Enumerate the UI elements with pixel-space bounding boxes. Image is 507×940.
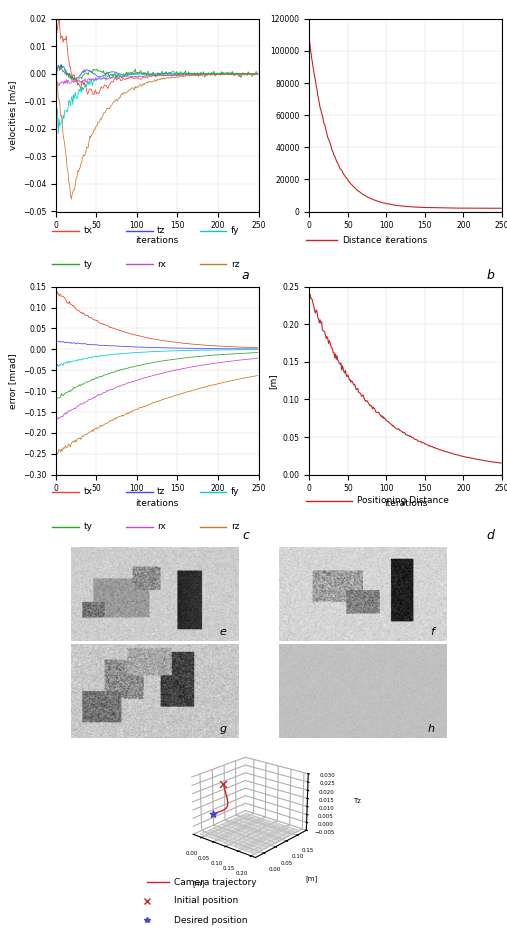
Text: d: d [487,528,494,541]
Text: tx: tx [84,488,93,496]
Text: Positioning Distance: Positioning Distance [356,496,449,505]
Text: g: g [220,724,227,734]
Text: tz: tz [157,227,166,235]
Y-axis label: error [mrad]: error [mrad] [8,352,17,409]
Text: Distance: Distance [342,236,381,245]
X-axis label: [m]: [m] [192,880,204,887]
Text: h: h [427,724,434,734]
Text: rz: rz [231,523,239,531]
Text: Camera trajectory: Camera trajectory [174,878,257,887]
Text: f: f [430,627,434,637]
Text: tz: tz [157,488,166,496]
X-axis label: iterations: iterations [135,236,179,244]
Text: fy: fy [231,488,239,496]
Text: e: e [220,627,227,637]
Text: rx: rx [157,523,166,531]
X-axis label: iterations: iterations [384,236,427,244]
Y-axis label: [m]: [m] [268,373,277,388]
X-axis label: iterations: iterations [384,499,427,508]
X-axis label: iterations: iterations [135,499,179,508]
Text: ty: ty [84,523,93,531]
Text: rz: rz [231,259,239,269]
Text: ty: ty [84,259,93,269]
Text: Desired position: Desired position [174,916,247,925]
Text: Initial position: Initial position [174,896,238,905]
Text: fy: fy [231,227,239,235]
Text: tx: tx [84,227,93,235]
Y-axis label: [m]: [m] [305,875,317,883]
Text: a: a [242,269,249,282]
Text: rx: rx [157,259,166,269]
Y-axis label: velocities [m/s]: velocities [m/s] [8,81,17,149]
Text: b: b [487,269,494,282]
Text: c: c [242,528,249,541]
